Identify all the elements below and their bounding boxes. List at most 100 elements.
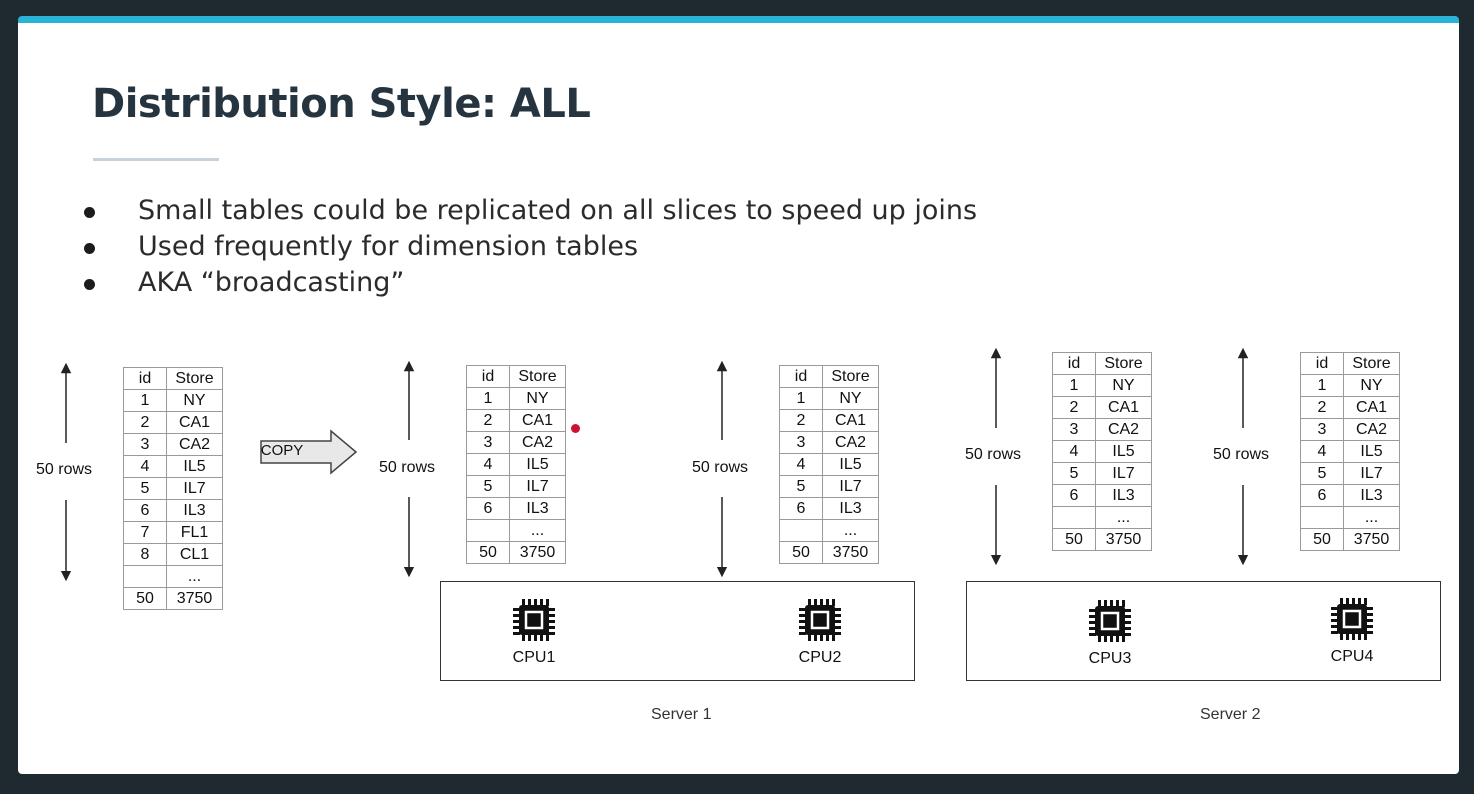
table-cell: CA2 [1343, 418, 1400, 441]
table-cell: CA2 [166, 433, 223, 456]
table-row: 2 CA1 [123, 411, 223, 434]
table-cell: 5 [123, 477, 167, 500]
table-cell: 2 [1052, 396, 1096, 419]
table-cell [466, 519, 510, 542]
table-header-row: id Store [466, 365, 566, 388]
table-cell: CL1 [166, 543, 223, 566]
cpu3: CPU3 [1080, 599, 1140, 668]
table-cell: 4 [123, 455, 167, 478]
table-cell: IL7 [166, 477, 223, 500]
table-cell: IL5 [822, 453, 879, 476]
table-row: 5 IL7 [123, 477, 223, 500]
table-row: 3 CA2 [1300, 418, 1400, 441]
table-row: 3 CA2 [466, 431, 566, 454]
table-cell: 6 [466, 497, 510, 520]
table-cell: 3 [466, 431, 510, 454]
table-cell: 3 [1052, 418, 1096, 441]
column-header: Store [822, 365, 879, 388]
rows-label-cpu1: 50 rows [379, 457, 436, 479]
table-row: 5 IL7 [779, 475, 879, 498]
table-row: 3 CA2 [1052, 418, 1152, 441]
table-cell: 3750 [509, 541, 566, 564]
table-row: 1 NY [466, 387, 566, 410]
column-header: Store [1095, 352, 1152, 375]
table-row: 4 IL5 [466, 453, 566, 476]
table-header-row: id Store [779, 365, 879, 388]
server-1-box: CPU1 CPU2 [440, 581, 915, 681]
table-row: 3 CA2 [779, 431, 879, 454]
table-cell: 4 [466, 453, 510, 476]
table-cell: NY [1095, 374, 1152, 397]
table-cell: 50 [1300, 528, 1344, 551]
table-cell: IL5 [509, 453, 566, 476]
cpu3-table: id Store 1 NY 2 CA1 3 CA2 4 IL5 5 IL7 6 IL3... 50 3750 [1052, 352, 1152, 551]
bullet-item: Used frequently for dimension tables [78, 229, 977, 265]
column-header: id [1052, 352, 1096, 375]
chip-icon [1331, 598, 1373, 640]
table-cell: NY [1343, 374, 1400, 397]
cpu1: CPU1 [504, 598, 564, 667]
cpu-label: CPU2 [798, 649, 842, 666]
column-header: id [1300, 352, 1344, 375]
table-cell: CA1 [166, 411, 223, 434]
column-header: Store [509, 365, 566, 388]
copy-label: COPY [260, 442, 304, 459]
table-cell: NY [509, 387, 566, 410]
table-cell: 6 [123, 499, 167, 522]
column-header: Store [1343, 352, 1400, 375]
table-row: 4 IL5 [123, 455, 223, 478]
table-cell: IL3 [1095, 484, 1152, 507]
table-cell: 50 [1052, 528, 1096, 551]
bullet-item: Small tables could be replicated on all … [78, 193, 977, 229]
title-underline [93, 158, 219, 161]
table-row: 50 3750 [123, 587, 223, 610]
table-cell: 8 [123, 543, 167, 566]
cpu-label: CPU4 [1330, 648, 1374, 665]
table-cell: 3 [779, 431, 823, 454]
table-row: ... [779, 519, 879, 542]
table-cell: 2 [466, 409, 510, 432]
table-cell: 3 [1300, 418, 1344, 441]
table-cell: ... [509, 519, 566, 542]
table-row: 6 IL3 [466, 497, 566, 520]
table-cell: 5 [1300, 462, 1344, 485]
table-cell: 6 [1052, 484, 1096, 507]
table-cell [123, 565, 167, 588]
table-row: 50 3750 [466, 541, 566, 564]
table-cell: IL3 [166, 499, 223, 522]
table-row: 50 3750 [1052, 528, 1152, 551]
table-cell: 2 [123, 411, 167, 434]
table-row: 2 CA1 [466, 409, 566, 432]
table-cell: IL3 [1343, 484, 1400, 507]
table-row: ... [1300, 506, 1400, 529]
table-cell: CA1 [1343, 396, 1400, 419]
table-row: ... [123, 565, 223, 588]
cpu1-table: id Store 1 NY 2 CA1 3 CA2 4 IL5 5 IL7 6 IL3... 50 3750 [466, 365, 566, 564]
table-row: 6 IL3 [1300, 484, 1400, 507]
table-cell: 6 [1300, 484, 1344, 507]
table-cell: 1 [1052, 374, 1096, 397]
column-header: id [779, 365, 823, 388]
table-row: 1 NY [1052, 374, 1152, 397]
table-cell: FL1 [166, 521, 223, 544]
column-header: Store [166, 367, 223, 390]
cpu4: CPU4 [1322, 597, 1382, 666]
table-row: 3 CA2 [123, 433, 223, 456]
table-cell: 3 [123, 433, 167, 456]
table-cell: 4 [779, 453, 823, 476]
slide-title: Distribution Style: ALL [92, 81, 591, 127]
table-cell: 50 [123, 587, 167, 610]
table-cell: 1 [123, 389, 167, 412]
table-row: 5 IL7 [1300, 462, 1400, 485]
cpu2: CPU2 [790, 598, 850, 667]
table-cell: CA2 [822, 431, 879, 454]
table-cell: 1 [466, 387, 510, 410]
table-cell: IL5 [166, 455, 223, 478]
table-row: 1 NY [1300, 374, 1400, 397]
table-row: 5 IL7 [466, 475, 566, 498]
table-row: 2 CA1 [1300, 396, 1400, 419]
table-cell: NY [166, 389, 223, 412]
cpu-label: CPU3 [1088, 650, 1132, 667]
table-row: 6 IL3 [123, 499, 223, 522]
